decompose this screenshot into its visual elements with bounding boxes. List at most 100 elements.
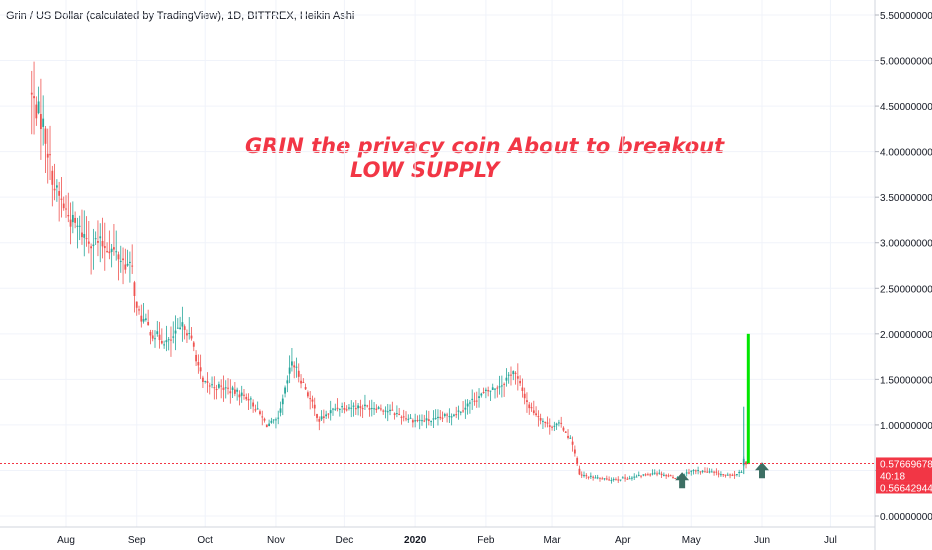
candle-body (548, 425, 551, 427)
price-label-text: 40:18 (880, 471, 905, 482)
price-label-bg (876, 457, 932, 470)
candle-body (530, 407, 533, 409)
candle-body (400, 416, 403, 418)
candle-body (195, 354, 197, 362)
candle (140, 304, 143, 328)
candle-body (626, 478, 629, 480)
candle (466, 399, 469, 415)
candle (44, 126, 47, 173)
candle (231, 385, 234, 398)
candle-body (46, 153, 49, 158)
candle (131, 244, 134, 274)
candle-body (724, 474, 727, 476)
candle (233, 382, 236, 397)
candle (318, 416, 321, 431)
candle-body (567, 435, 569, 438)
candle-body (519, 381, 522, 384)
x-axis[interactable]: Aug Sep Oct Nov Dec 2020 Feb Mar Apr May Jun Jul (57, 535, 837, 546)
candle-body (211, 384, 213, 386)
candle (605, 475, 608, 481)
candle-body (138, 309, 140, 311)
candle (284, 385, 286, 398)
candle (610, 477, 613, 484)
candle (567, 429, 569, 440)
candle (377, 405, 380, 410)
candle (126, 249, 129, 267)
candle-body (398, 413, 401, 415)
candle (304, 383, 307, 391)
candle (135, 301, 138, 316)
candle-body (99, 236, 102, 239)
candle-body (149, 331, 152, 336)
candle (313, 397, 316, 416)
candle-body (160, 341, 163, 344)
candle (160, 328, 163, 345)
candle-body (366, 405, 369, 407)
candle (432, 410, 435, 428)
candle-body (94, 238, 97, 240)
candle-body (658, 472, 661, 474)
candle-body (571, 441, 574, 445)
candle-body (589, 475, 592, 477)
candle-body (437, 416, 439, 419)
candle (277, 410, 280, 425)
candle (354, 400, 357, 416)
candle-body (427, 419, 430, 421)
candle (713, 470, 715, 476)
candle (252, 399, 255, 413)
candle-body (172, 336, 175, 338)
candle-body (578, 468, 581, 475)
candle (92, 228, 95, 270)
candle-body (685, 472, 688, 474)
annotation-headline: GRIN the privacy coin About to breakout (245, 134, 725, 158)
candle (83, 210, 86, 257)
candle (740, 470, 743, 473)
candle (179, 316, 181, 330)
candle (338, 408, 341, 417)
candle-body (103, 246, 106, 249)
candle (660, 471, 663, 478)
candle (386, 403, 389, 422)
candle-body (227, 387, 229, 389)
candle-body (621, 477, 624, 479)
candle-body (382, 410, 385, 412)
candle (427, 410, 430, 426)
candle-body (252, 402, 255, 407)
candle (701, 469, 704, 474)
candle-body (348, 407, 350, 409)
arrow-markers (675, 462, 769, 489)
candle (311, 395, 314, 409)
candle (33, 61, 35, 135)
candle (662, 472, 665, 477)
candle-body (498, 386, 501, 388)
candle (710, 468, 713, 473)
candle-body (738, 471, 741, 474)
candle (115, 230, 118, 261)
y-axis[interactable]: 5.50000000 5.00000000 4.50000000 4.00000000… (875, 11, 932, 523)
candle-body (710, 471, 713, 473)
candle (389, 404, 391, 416)
candle-body (466, 403, 469, 407)
candle (637, 471, 640, 477)
x-tick-label: Apr (615, 535, 631, 546)
candle (724, 474, 727, 478)
candle-body (90, 246, 93, 249)
candle (706, 467, 709, 473)
candle-body (729, 474, 731, 476)
candle-body (551, 426, 553, 428)
candle (261, 410, 264, 426)
candle-body (190, 335, 193, 339)
candle (208, 382, 211, 395)
candle-body (126, 263, 129, 266)
candle-body (553, 425, 556, 427)
candle (211, 376, 213, 389)
candle (530, 402, 533, 412)
candle-body (430, 421, 433, 423)
candle-body (416, 420, 419, 422)
candle-body (202, 377, 204, 382)
candle-body (167, 339, 170, 341)
candle-body (740, 471, 743, 473)
candle (569, 435, 572, 439)
candle-body (690, 470, 693, 472)
